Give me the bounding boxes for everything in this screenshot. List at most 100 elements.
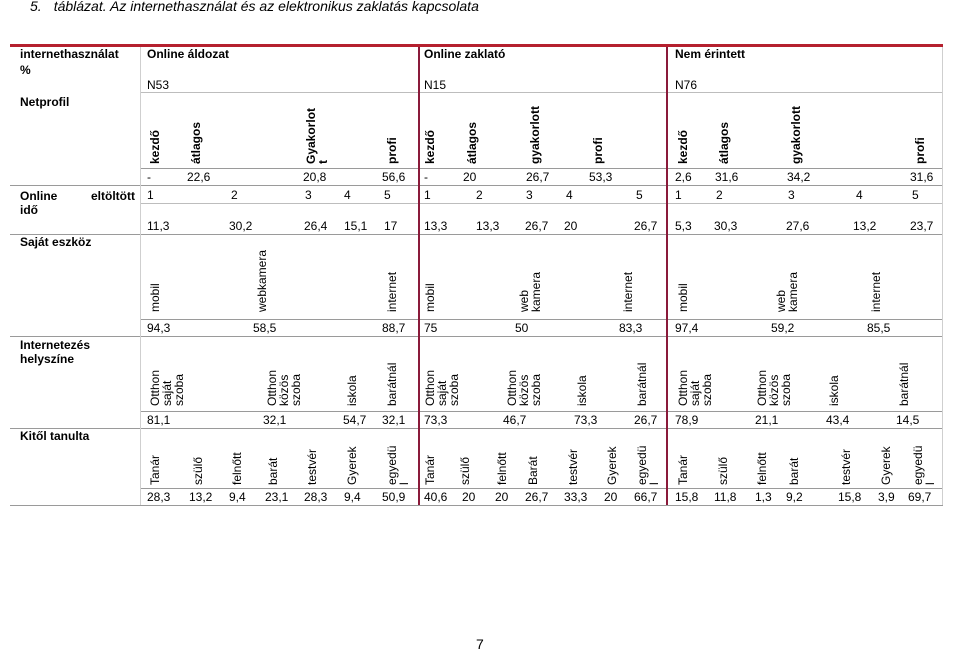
rot-label: testvér (839, 448, 853, 485)
rot-label: barát (787, 457, 801, 485)
rot-label: mobil (676, 283, 690, 312)
rot-label: testvér (305, 448, 319, 485)
rot-label: kezdő (676, 129, 690, 164)
rot-label: Gyakorlot t (304, 107, 330, 164)
table-cell: 15,8 (675, 490, 699, 504)
scale-cell: 1 (424, 188, 431, 202)
table-cell: 75 (424, 321, 438, 335)
rot-label: gyakorlott (789, 105, 803, 164)
rot-label: kezdő (148, 129, 162, 164)
scale-cell: 1 (675, 188, 682, 202)
group-title-online-zaklato: Online zaklató (424, 47, 506, 61)
table-cell: 13,3 (424, 219, 448, 233)
rot-label: átlagos (465, 121, 479, 164)
grid-line (10, 234, 943, 235)
rot-label: Tanár (423, 454, 437, 485)
table-cell: 9,4 (344, 490, 361, 504)
table-cell: 28,3 (304, 490, 328, 504)
rot-label: Tanár (676, 454, 690, 485)
table-cell: 20 (495, 490, 509, 504)
scale-cell: 5 (384, 188, 391, 202)
rot-label: felnőtt (755, 452, 769, 485)
scale-cell: 4 (856, 188, 863, 202)
rot-label: egyedü l (635, 445, 661, 485)
table-cell: 59,2 (771, 321, 795, 335)
table-cell: 50,9 (382, 490, 406, 504)
table-cell: 21,1 (755, 413, 779, 427)
rot-label: barát (266, 457, 280, 485)
grid-line (140, 47, 141, 505)
caption-number: 5. (30, 0, 42, 14)
table-cell: 78,9 (675, 413, 699, 427)
table-cell: 26,7 (526, 170, 550, 184)
rot-label: iskola (827, 375, 841, 406)
table-cell: 26,7 (634, 413, 658, 427)
rot-label: Otthon közös szoba (265, 369, 303, 406)
group-divider (666, 47, 668, 505)
table-cell: 85,5 (867, 321, 891, 335)
section-label-netprofil: Netprofil (20, 95, 70, 109)
table-cell: 23,7 (910, 219, 934, 233)
table-cell: 20 (463, 170, 477, 184)
rot-label: Otthon közös szoba (505, 369, 543, 406)
table-cell: 13,3 (476, 219, 500, 233)
table-cell: 83,3 (619, 321, 643, 335)
table-cell: 97,4 (675, 321, 699, 335)
table-cell: 2,6 (675, 170, 692, 184)
grid-line (10, 336, 943, 337)
rot-label: barátnál (897, 362, 911, 406)
table-cell: 3,9 (878, 490, 895, 504)
rot-label: mobil (423, 283, 437, 312)
corner-header-unit: % (20, 63, 31, 77)
table-cell: - (424, 170, 428, 184)
table-cell: 33,3 (564, 490, 588, 504)
rot-label: internet (385, 271, 399, 312)
table-cell: 66,7 (634, 490, 658, 504)
rot-label: szülő (191, 456, 205, 485)
section-label-sajat-eszkoz: Saját eszköz (20, 235, 92, 249)
rot-label: gyakorlott (528, 105, 542, 164)
scale-cell: 2 (716, 188, 723, 202)
table-cell: 26,4 (304, 219, 328, 233)
table-cell: 5,3 (675, 219, 692, 233)
scale-cell: 2 (231, 188, 238, 202)
rot-label: Barát (526, 456, 540, 485)
rot-label: Otthon saját szoba (423, 369, 461, 406)
rot-label: egyedü l (385, 445, 411, 485)
table-cell: 30,3 (714, 219, 738, 233)
rot-label: átlagos (189, 121, 203, 164)
table-cell: 14,5 (896, 413, 920, 427)
table-cell: 34,2 (787, 170, 811, 184)
rot-label: Gyerek (879, 446, 893, 485)
scale-cell: 5 (636, 188, 643, 202)
table-cell: 20 (604, 490, 618, 504)
table-cell: 94,3 (147, 321, 171, 335)
table-cell: 20 (564, 219, 578, 233)
table-cell: 9,2 (786, 490, 803, 504)
rot-label: internet (869, 271, 883, 312)
rot-label: Tanár (148, 454, 162, 485)
scale-cell: 1 (147, 188, 154, 202)
grid-line (140, 92, 943, 93)
rot-label: Otthon saját szoba (676, 369, 714, 406)
rot-label: profi (385, 137, 399, 164)
caption-text: táblázat. Az internethasználat és az ele… (53, 0, 479, 14)
scale-cell: 3 (305, 188, 312, 202)
rot-label: Otthon saját szoba (148, 369, 186, 406)
table-cell: 43,4 (826, 413, 850, 427)
table-cell: 69,7 (908, 490, 932, 504)
table-cell: 15,1 (344, 219, 368, 233)
table-cell: 27,6 (786, 219, 810, 233)
table-cell: 20 (462, 490, 476, 504)
table-cell: 23,1 (265, 490, 289, 504)
rot-label: kezdő (423, 129, 437, 164)
rot-label: barátnál (635, 362, 649, 406)
scale-cell: 3 (788, 188, 795, 202)
table-cell: 46,7 (503, 413, 527, 427)
section-label-helyszin-1: Internetezés (20, 338, 91, 352)
table-cell: 58,5 (253, 321, 277, 335)
table-cell: 20,8 (303, 170, 327, 184)
table-cell: 26,7 (634, 219, 658, 233)
grid-line (10, 185, 943, 186)
section-label-helyszin-2: helyszíne (20, 352, 75, 366)
